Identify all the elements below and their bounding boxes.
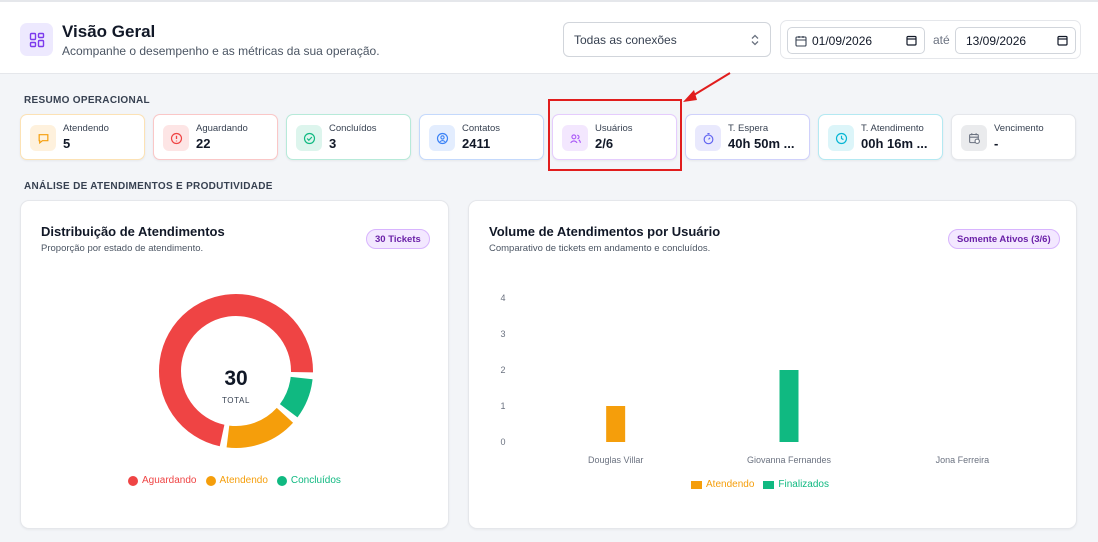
legend-swatch xyxy=(691,480,702,489)
legend-dot xyxy=(276,475,287,486)
kpi-value: 22 xyxy=(196,136,211,151)
legend-dot xyxy=(128,475,138,486)
x-tick-label: Giovanna Fernandes xyxy=(747,455,832,465)
section-analysis-label: ANÁLISE DE ATENDIMENTOS E PRODUTIVIDADE xyxy=(24,181,273,192)
tickets-badge: 30 Tickets xyxy=(366,229,430,249)
clock-icon xyxy=(828,125,854,151)
page-title: Visão Geral xyxy=(62,22,156,41)
x-tick-label: Douglas Villar xyxy=(588,455,643,465)
kpi-label: Atendendo xyxy=(63,123,109,134)
page-subtitle: Acompanhe o desempenho e as métricas da … xyxy=(62,44,380,58)
kpi-label: Vencimento xyxy=(994,123,1044,134)
dashboard-icon xyxy=(20,23,53,56)
y-tick-label: 1 xyxy=(500,401,505,411)
legend-item-concluídos[interactable]: Concluídos xyxy=(276,475,341,486)
stopwatch-icon xyxy=(695,125,721,151)
kpi-card-aguardando: Aguardando 22 xyxy=(153,114,278,160)
x-tick-label: Jona Ferreira xyxy=(936,455,990,465)
connection-select-value: Todas as conexões xyxy=(574,32,677,47)
bar-atendendo-douglas-villar[interactable] xyxy=(606,406,626,442)
date-to-input[interactable]: 13/09/2026 xyxy=(955,27,1076,54)
contact-icon xyxy=(429,125,455,151)
section-summary-label: RESUMO OPERACIONAL xyxy=(24,95,150,106)
donut-center-label: TOTAL xyxy=(221,396,251,405)
y-tick-label: 4 xyxy=(500,293,505,303)
calendar-picker-icon[interactable] xyxy=(906,35,917,46)
kpi-label: T. Atendimento xyxy=(861,123,924,134)
distribution-title: Distribuição de Atendimentos xyxy=(41,224,225,239)
kpi-label: Concluídos xyxy=(329,123,377,134)
calendar-icon xyxy=(795,35,807,47)
active-users-badge: Somente Ativos (3/6) xyxy=(948,229,1060,249)
legend-swatch xyxy=(763,480,775,489)
volume-subtitle: Comparativo de tickets em andamento e co… xyxy=(489,243,711,254)
calendar-clock-icon xyxy=(961,125,987,151)
legend-label: Atendendo xyxy=(706,479,755,490)
distribution-card: Distribuição de Atendimentos Proporção p… xyxy=(20,200,449,529)
kpi-label: Contatos xyxy=(462,123,501,134)
chevron-updown-icon xyxy=(751,34,759,45)
donut-legend: Aguardando Atendendo Concluídos xyxy=(128,475,350,486)
donut-slice-atendendo[interactable] xyxy=(226,407,294,448)
kpi-value: 3 xyxy=(329,136,337,151)
volume-title: Volume de Atendimentos por Usuário xyxy=(489,224,721,239)
date-range: 01/09/2026 até 13/09/2026 xyxy=(780,20,1081,59)
kpi-card-contatos: Contatos 2411 xyxy=(419,114,544,160)
donut-slice-concluídos[interactable] xyxy=(279,376,313,418)
legend-item-atendendo[interactable]: Atendendo xyxy=(691,479,754,490)
date-from-input[interactable]: 01/09/2026 xyxy=(787,27,925,54)
kpi-value: - xyxy=(994,136,999,151)
date-to-value: 13/09/2026 xyxy=(966,33,1027,48)
bar-chart: 0 1 2 3 4 Douglas Villar Giovanna Fernandes Jon… xyxy=(500,293,990,465)
kpi-card-usu-rios: Usuários 2/6 xyxy=(552,114,677,160)
y-tick-label: 2 xyxy=(500,365,505,375)
alert-circle-icon xyxy=(163,125,189,151)
connection-select[interactable]: Todas as conexões xyxy=(563,22,771,57)
legend-item-atendendo[interactable]: Atendendo xyxy=(205,475,268,486)
bar-legend: Atendendo Finalizados xyxy=(691,479,838,490)
date-separator: até xyxy=(933,33,950,47)
kpi-label: Aguardando xyxy=(196,123,248,134)
donut-slice-aguardando[interactable] xyxy=(159,294,313,447)
kpi-label: T. Espera xyxy=(728,123,769,134)
kpi-value: 2411 xyxy=(462,136,491,151)
donut-center-value: 30 xyxy=(224,367,248,390)
kpi-value: 2/6 xyxy=(595,136,614,151)
legend-label: Finalizados xyxy=(778,479,829,490)
legend-dot xyxy=(205,475,216,486)
legend-label: Atendendo xyxy=(219,475,268,486)
check-circle-icon xyxy=(296,125,322,151)
kpi-card-vencimento: Vencimento - xyxy=(951,114,1076,160)
annotation-arrow xyxy=(683,72,731,102)
kpi-card-t-espera: T. Espera 40h 50m ... xyxy=(685,114,810,160)
highlight-box xyxy=(548,99,682,171)
y-tick-label: 3 xyxy=(500,329,505,339)
legend-item-finalizados[interactable]: Finalizados xyxy=(763,479,829,490)
legend-item-aguardando[interactable]: Aguardando xyxy=(128,475,197,486)
legend-label: Aguardando xyxy=(142,475,197,486)
kpi-label: Usuários xyxy=(595,123,633,134)
volume-card: Volume de Atendimentos por Usuário Compa… xyxy=(468,200,1077,529)
donut-chart xyxy=(159,294,313,448)
users-icon xyxy=(562,125,588,151)
distribution-subtitle: Proporção por estado de atendimento. xyxy=(41,243,204,254)
kpi-value: 40h 50m ... xyxy=(728,136,795,151)
kpi-value: 00h 16m ... xyxy=(861,136,928,151)
y-tick-label: 0 xyxy=(500,437,505,447)
kpi-value: 5 xyxy=(63,136,71,151)
bar-finalizados-giovanna-fernandes[interactable] xyxy=(779,370,799,442)
kpi-card-t-atendimento: T. Atendimento 00h 16m ... xyxy=(818,114,943,160)
page-header: Visão Geral Acompanhe o desempenho e as … xyxy=(0,0,1098,74)
kpi-card-atendendo: Atendendo 5 xyxy=(20,114,145,160)
date-from-value: 01/09/2026 xyxy=(812,33,873,48)
chat-icon xyxy=(30,125,56,151)
kpi-card-conclu-dos: Concluídos 3 xyxy=(286,114,411,160)
calendar-picker-icon[interactable] xyxy=(1057,35,1068,46)
legend-label: Concluídos xyxy=(290,475,341,486)
